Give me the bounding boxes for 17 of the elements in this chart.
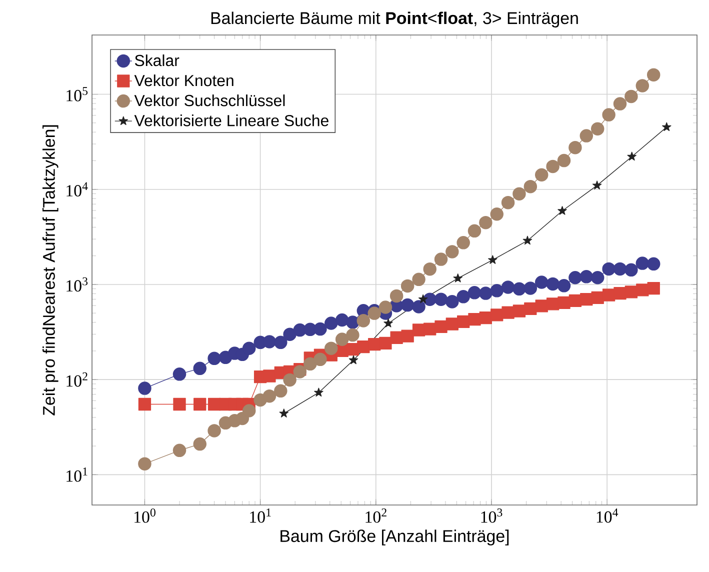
legend-label: Vektor Knoten bbox=[134, 74, 234, 86]
y-tick-label: 10$^{4}$ bbox=[66, 182, 88, 196]
y-tick-label: 10$^{2}$ bbox=[66, 372, 88, 387]
y-tick-label: 10$^{3}$ bbox=[66, 277, 88, 292]
x-tick-label: 10$^{4}$ bbox=[596, 508, 618, 523]
legend-label: Vektorisierte Lineare Suche bbox=[134, 114, 328, 126]
y-tick-label: 10$^{5}$ bbox=[66, 87, 88, 102]
y-axis-title: Zeit pro findNearest Aufruf [Taktzyklen] bbox=[42, 125, 58, 416]
x-tick-label: 10$^{3}$ bbox=[481, 508, 502, 523]
y-tick-label: 10$^{1}$ bbox=[66, 468, 88, 482]
x-tick-label: 10$^{0}$ bbox=[134, 508, 156, 523]
legend-label: Skalar bbox=[134, 54, 180, 66]
x-tick-label: 10$^{2}$ bbox=[366, 508, 386, 523]
legend-label: Vektor Suchschlüssel bbox=[134, 94, 285, 106]
x-axis-title: Baum Größe [Anzahl Einträge] bbox=[280, 530, 509, 546]
chart-title: Balancierte Bäume mit Point<float, 3> Einträgen bbox=[211, 12, 578, 28]
x-tick-label: 10$^{1}$ bbox=[250, 508, 271, 523]
